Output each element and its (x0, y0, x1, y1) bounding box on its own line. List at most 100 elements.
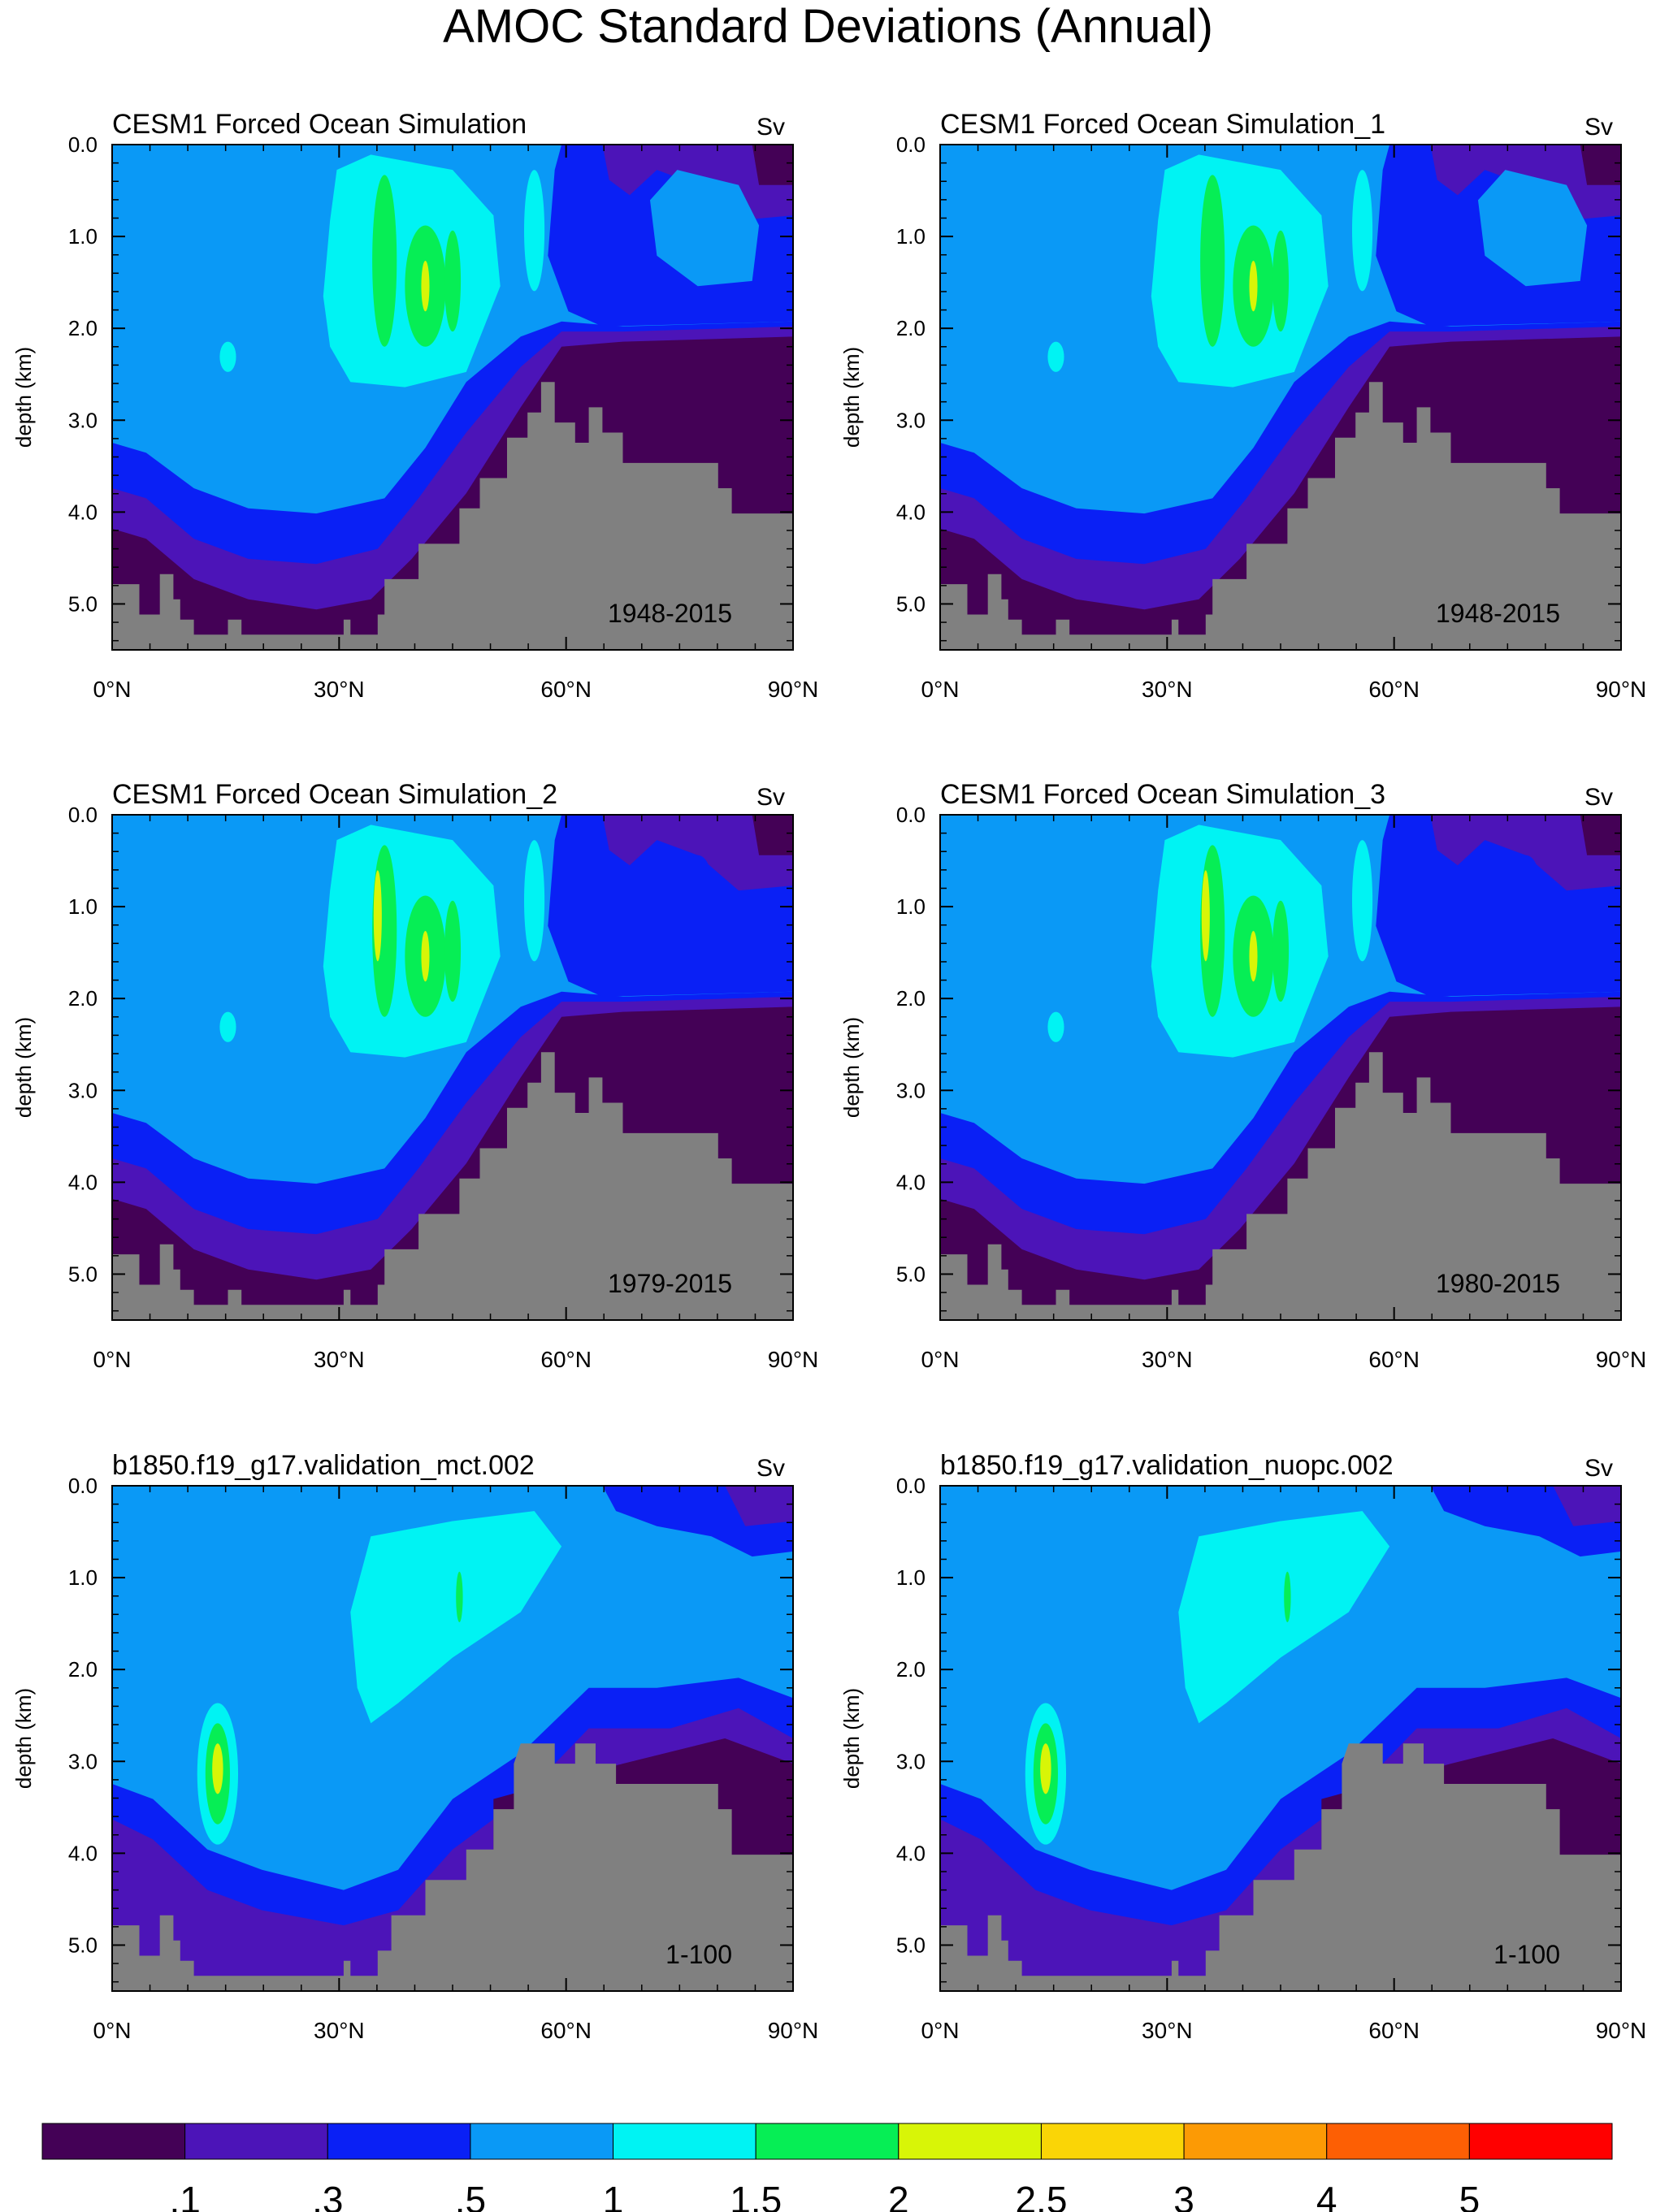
colorbar-label: .5 (455, 2179, 486, 2212)
y-tick-label: 1.0 (68, 894, 98, 919)
x-tick-label: 90°N (1596, 2018, 1647, 2043)
y-tick-label: 5.0 (68, 591, 98, 616)
contour-field (112, 815, 793, 1320)
x-tick-label: 30°N (314, 677, 365, 702)
y-tick-label: 2.0 (896, 986, 926, 1011)
y-axis-label: depth (km) (11, 1688, 36, 1789)
x-tick-label: 90°N (768, 1347, 819, 1372)
y-tick-label: 4.0 (68, 1841, 98, 1865)
y-tick-label: 3.0 (68, 1749, 98, 1773)
contour-level-2 (444, 900, 462, 1002)
x-tick-label: 30°N (314, 2018, 365, 2043)
y-tick-label: 3.0 (896, 1749, 926, 1773)
colorbar-label: 2 (888, 2179, 909, 2212)
panel-6: b1850.f19_g17.validation_nuopc.002 Sv 1-10… (839, 1450, 1646, 2043)
y-axis-label: depth (km) (839, 1017, 864, 1118)
contour-level-2.5 (373, 870, 382, 962)
x-tick-label: 60°N (1368, 1347, 1420, 1372)
contour-level-1.5 (219, 1011, 236, 1042)
period-label: 1980-2015 (1436, 1269, 1560, 1298)
y-tick-label: 3.0 (68, 408, 98, 432)
units-label: Sv (756, 114, 785, 141)
colorbar-label: 5 (1459, 2179, 1480, 2212)
contour-level-0.5 (1511, 855, 1540, 906)
colorbar-label: 3 (1173, 2179, 1194, 2212)
panel-title: CESM1 Forced Ocean Simulation (112, 109, 527, 140)
y-tick-label: 5.0 (896, 1262, 926, 1286)
units-label: Sv (1584, 784, 1613, 811)
y-tick-label: 4.0 (68, 500, 98, 524)
x-tick-label: 30°N (1142, 677, 1193, 702)
colorbar-box (41, 2123, 186, 2160)
y-tick-label: 3.0 (68, 1078, 98, 1102)
colorbar-box (327, 2123, 471, 2160)
land-mask (940, 1052, 1621, 1320)
colorbar-box (1040, 2123, 1185, 2160)
contour-level-1.5 (1178, 1511, 1390, 1724)
x-tick-label: 60°N (540, 2018, 592, 2043)
contour-level-0.3 (1430, 815, 1621, 891)
y-tick-label: 2.0 (68, 986, 98, 1011)
colorbar-box (1183, 2123, 1328, 2160)
contour-level-0.3 (602, 815, 793, 891)
contour-level-2 (1200, 175, 1225, 347)
contour-level-0.1 (752, 815, 793, 855)
x-tick-label: 60°N (1368, 677, 1420, 702)
x-tick-label: 30°N (314, 1347, 365, 1372)
contour-level-1.5 (219, 341, 236, 372)
y-tick-label: 1.0 (68, 1565, 98, 1590)
contour-field (112, 145, 793, 650)
y-tick-label: 5.0 (68, 1262, 98, 1286)
colorbar-box (1468, 2123, 1613, 2160)
colorbar-box (184, 2123, 328, 2160)
panel-title: CESM1 Forced Ocean Simulation_1 (940, 109, 1385, 140)
contour-field (940, 145, 1621, 650)
contour-level-0.5 (683, 855, 712, 906)
period-label: 1-100 (1493, 1940, 1560, 1969)
x-tick-label: 60°N (1368, 2018, 1420, 2043)
y-tick-label: 2.0 (896, 316, 926, 340)
y-tick-label: 5.0 (68, 1933, 98, 1957)
y-tick-label: 4.0 (896, 1170, 926, 1194)
y-tick-label: 2.0 (68, 316, 98, 340)
y-tick-label: 4.0 (896, 500, 926, 524)
colorbar-label: 1 (603, 2179, 624, 2212)
y-axis-label: depth (km) (839, 347, 864, 448)
contour-level-2.5 (1040, 1743, 1051, 1794)
colorbar-label: 4 (1316, 2179, 1337, 2212)
y-tick-label: 3.0 (896, 1078, 926, 1102)
contour-level-1.5 (1351, 840, 1373, 962)
y-tick-label: 0.0 (68, 132, 98, 157)
panel-4: CESM1 Forced Ocean Simulation_3 Sv 1980-20… (839, 779, 1646, 1372)
contour-level-2 (444, 230, 462, 332)
contour-level-2.5 (1249, 931, 1258, 982)
x-tick-label: 30°N (1142, 2018, 1193, 2043)
y-tick-label: 0.0 (68, 1474, 98, 1498)
period-label: 1948-2015 (608, 599, 732, 628)
panel-title: b1850.f19_g17.validation_mct.002 (112, 1450, 535, 1481)
figure-title: AMOC Standard Deviations (Annual) (443, 0, 1213, 53)
contour-level-1.5 (523, 170, 545, 292)
y-tick-label: 1.0 (68, 224, 98, 249)
colorbar: .1 .3 .5 1 1.5 2 2.5 3 4 5 (41, 2123, 1613, 2212)
x-tick-label: 90°N (1596, 1347, 1647, 1372)
y-axis-label: depth (km) (839, 1688, 864, 1789)
panel-title: CESM1 Forced Ocean Simulation_3 (940, 779, 1385, 810)
y-tick-label: 5.0 (896, 1933, 926, 1957)
units-label: Sv (1584, 114, 1613, 141)
colorbar-box (470, 2123, 614, 2160)
contour-level-1.5 (1047, 1011, 1064, 1042)
colorbar-label: 1.5 (730, 2179, 782, 2212)
contour-level-1 (650, 170, 760, 287)
contour-level-0.1 (752, 145, 793, 185)
period-label: 1-100 (665, 1940, 732, 1969)
contour-level-2.5 (212, 1743, 223, 1794)
contour-level-1.5 (350, 1511, 562, 1724)
contour-level-2.5 (421, 261, 430, 312)
contour-level-2.5 (1201, 870, 1210, 962)
x-tick-label: 90°N (768, 677, 819, 702)
x-tick-label: 60°N (540, 1347, 592, 1372)
contour-level-0.1 (1580, 815, 1621, 855)
contour-level-1.5 (1047, 341, 1064, 372)
